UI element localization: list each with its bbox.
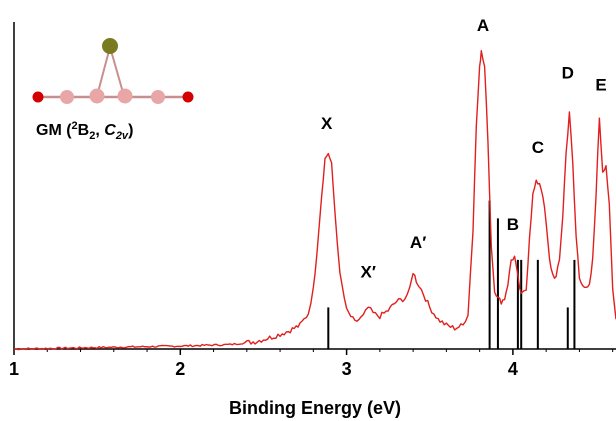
peak-label: X <box>321 114 333 133</box>
x-tick-label: 2 <box>175 359 185 379</box>
x-tick-label: 4 <box>508 359 518 379</box>
molecule-atom <box>89 88 105 104</box>
peak-label: C <box>532 138 544 157</box>
molecule-title: GM (2B2, C2v) <box>36 120 133 142</box>
x-ticks: 1 2 3 4 <box>9 349 614 379</box>
peak-label: E <box>595 76 606 95</box>
molecule-structure: GM (2B2, C2v) <box>32 38 194 142</box>
molecule-atom <box>151 90 165 104</box>
molecule-bond <box>96 46 111 97</box>
molecule-end-atom <box>32 91 44 103</box>
peak-label: X′ <box>361 263 376 282</box>
peak-label: A′ <box>410 233 426 252</box>
molecule-atom <box>117 88 133 104</box>
x-axis-title: Binding Energy (eV) <box>229 398 401 418</box>
molecule-bond <box>109 46 125 97</box>
molecule-top-atom <box>102 38 118 54</box>
x-tick-label: 1 <box>9 359 19 379</box>
spectrum-line <box>13 50 616 351</box>
molecule-end-atom <box>182 91 194 103</box>
x-tick-label: 3 <box>342 359 352 379</box>
peak-label: A <box>477 16 489 35</box>
peak-label: B <box>507 215 519 234</box>
peak-labels: X X′ A′ A B C D E <box>321 16 607 282</box>
axes <box>13 22 616 350</box>
peak-label: D <box>562 64 574 83</box>
molecule-atom <box>60 90 74 104</box>
